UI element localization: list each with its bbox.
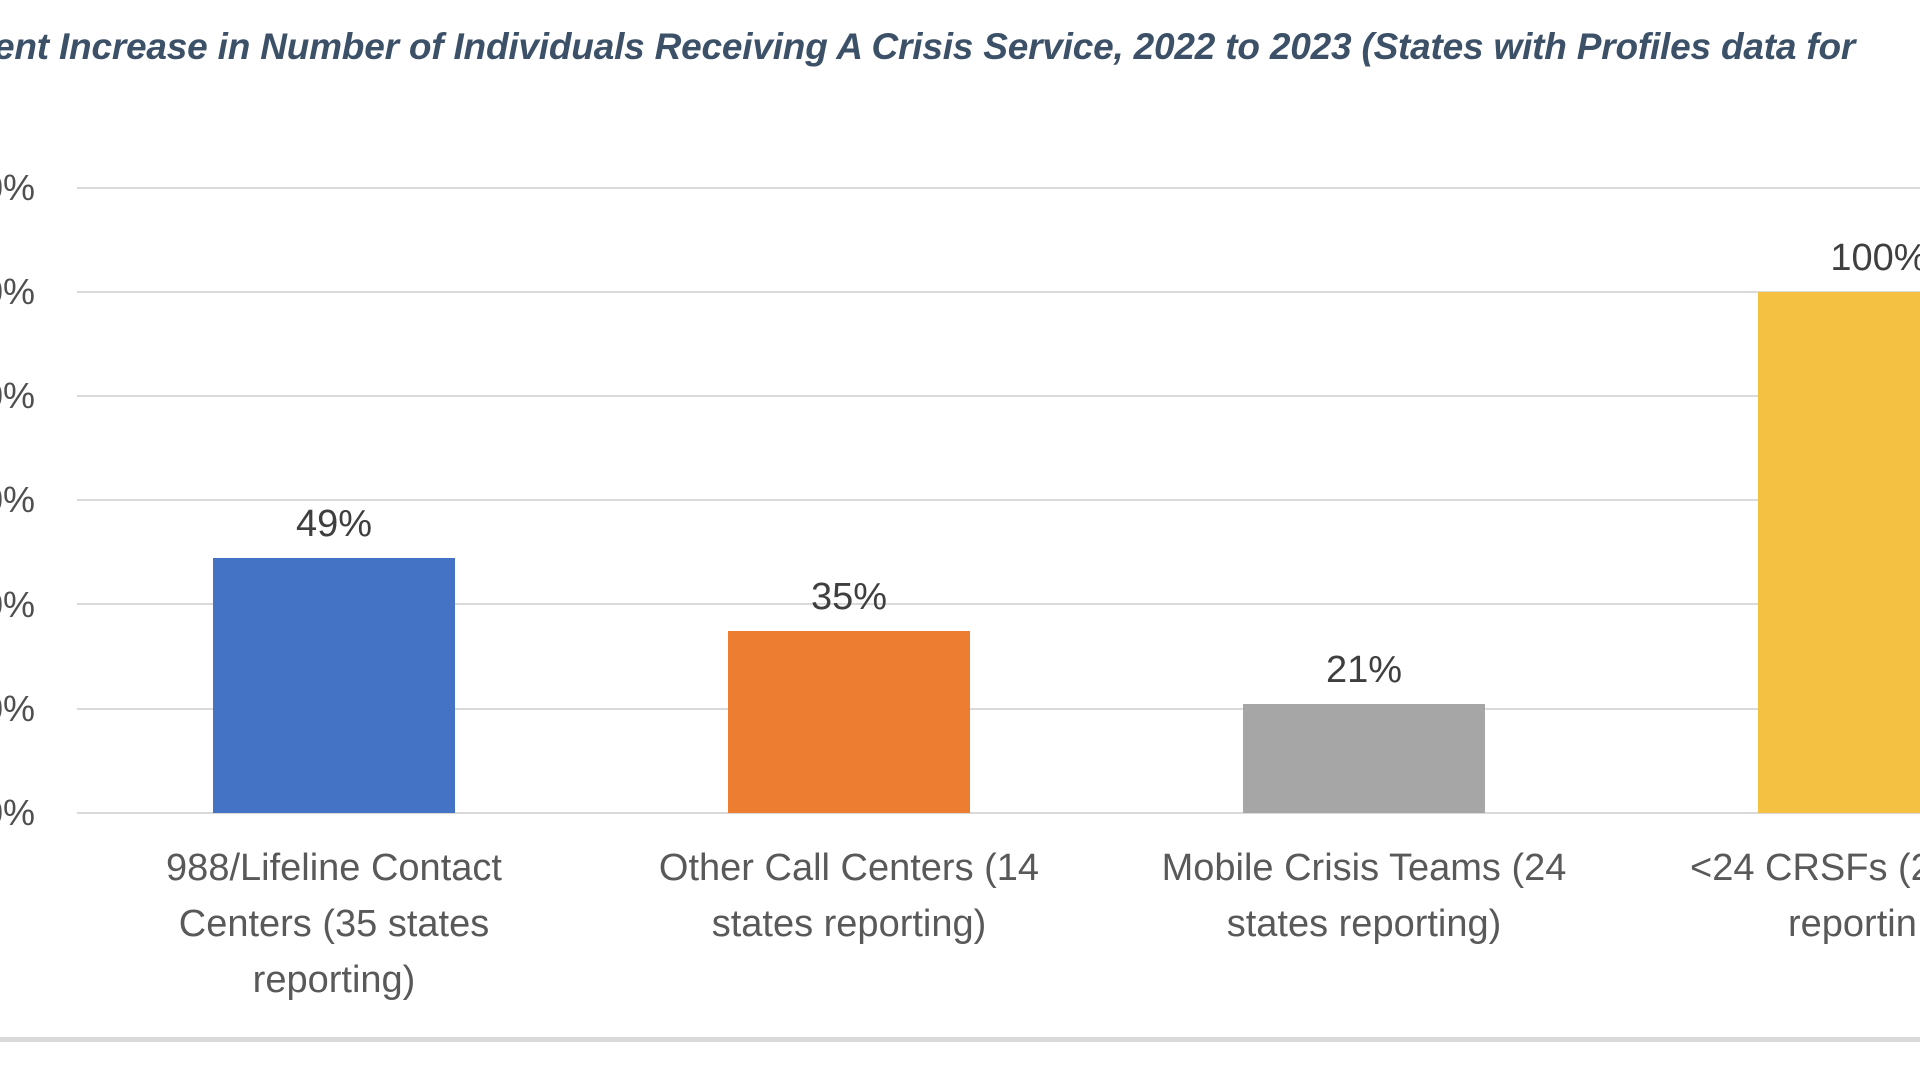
- bar-under24-crsfs: [1758, 292, 1920, 813]
- gridline-120: [77, 187, 1920, 189]
- x-axis-label-line: reporting): [252, 959, 416, 1001]
- x-axis-label-mobile-crisis-teams: Mobile Crisis Teams (24 states reporting…: [1162, 840, 1567, 952]
- x-axis-label-line: states reporting): [1226, 903, 1502, 945]
- bar-988-lifeline-contact-centers: [213, 558, 455, 813]
- y-axis-tick: 120%: [0, 167, 35, 208]
- gridline-20: [77, 708, 1920, 710]
- x-axis-label-988-lifeline: 988/Lifeline Contact Centers (35 states …: [166, 840, 502, 1008]
- x-axis-label-under24-crsfs-line1: <24 CRSFs (2: [1690, 847, 1920, 889]
- bottom-divider-line: [0, 1037, 1920, 1042]
- y-axis-tick: 60%: [0, 479, 35, 520]
- y-axis-tick: 100%: [0, 271, 35, 312]
- x-axis-label-line: states reporting): [711, 903, 987, 945]
- gridline-60: [77, 499, 1920, 501]
- data-label: 21%: [1325, 649, 1403, 691]
- data-label: 35%: [810, 576, 888, 618]
- gridline-40: [77, 603, 1920, 605]
- x-axis-label-line: Centers (35 states: [178, 903, 490, 945]
- bar-other-call-centers: [728, 631, 970, 813]
- x-axis-label-under24-crsfs-line2: reportin: [1788, 903, 1917, 945]
- data-label: 100%: [1830, 237, 1920, 279]
- chart-title: ent Increase in Number of Individuals Re…: [0, 26, 1856, 67]
- gridline-100: [77, 291, 1920, 293]
- y-axis-tick: 20%: [0, 688, 35, 729]
- x-axis-label-line: Mobile Crisis Teams (24: [1161, 847, 1567, 889]
- y-axis-tick: 40%: [0, 584, 35, 625]
- x-axis-label-line: Other Call Centers (14: [658, 847, 1040, 889]
- y-axis-tick: 80%: [0, 375, 35, 416]
- gridline-80: [77, 395, 1920, 397]
- x-axis-label-other-call-centers: Other Call Centers (14 states reporting): [659, 840, 1039, 952]
- bar-mobile-crisis-teams: [1243, 704, 1485, 813]
- data-label: 49%: [295, 503, 373, 545]
- y-axis-tick: 0%: [0, 792, 35, 833]
- x-axis-label-line: 988/Lifeline Contact: [166, 847, 502, 889]
- gridline-0: [77, 812, 1920, 814]
